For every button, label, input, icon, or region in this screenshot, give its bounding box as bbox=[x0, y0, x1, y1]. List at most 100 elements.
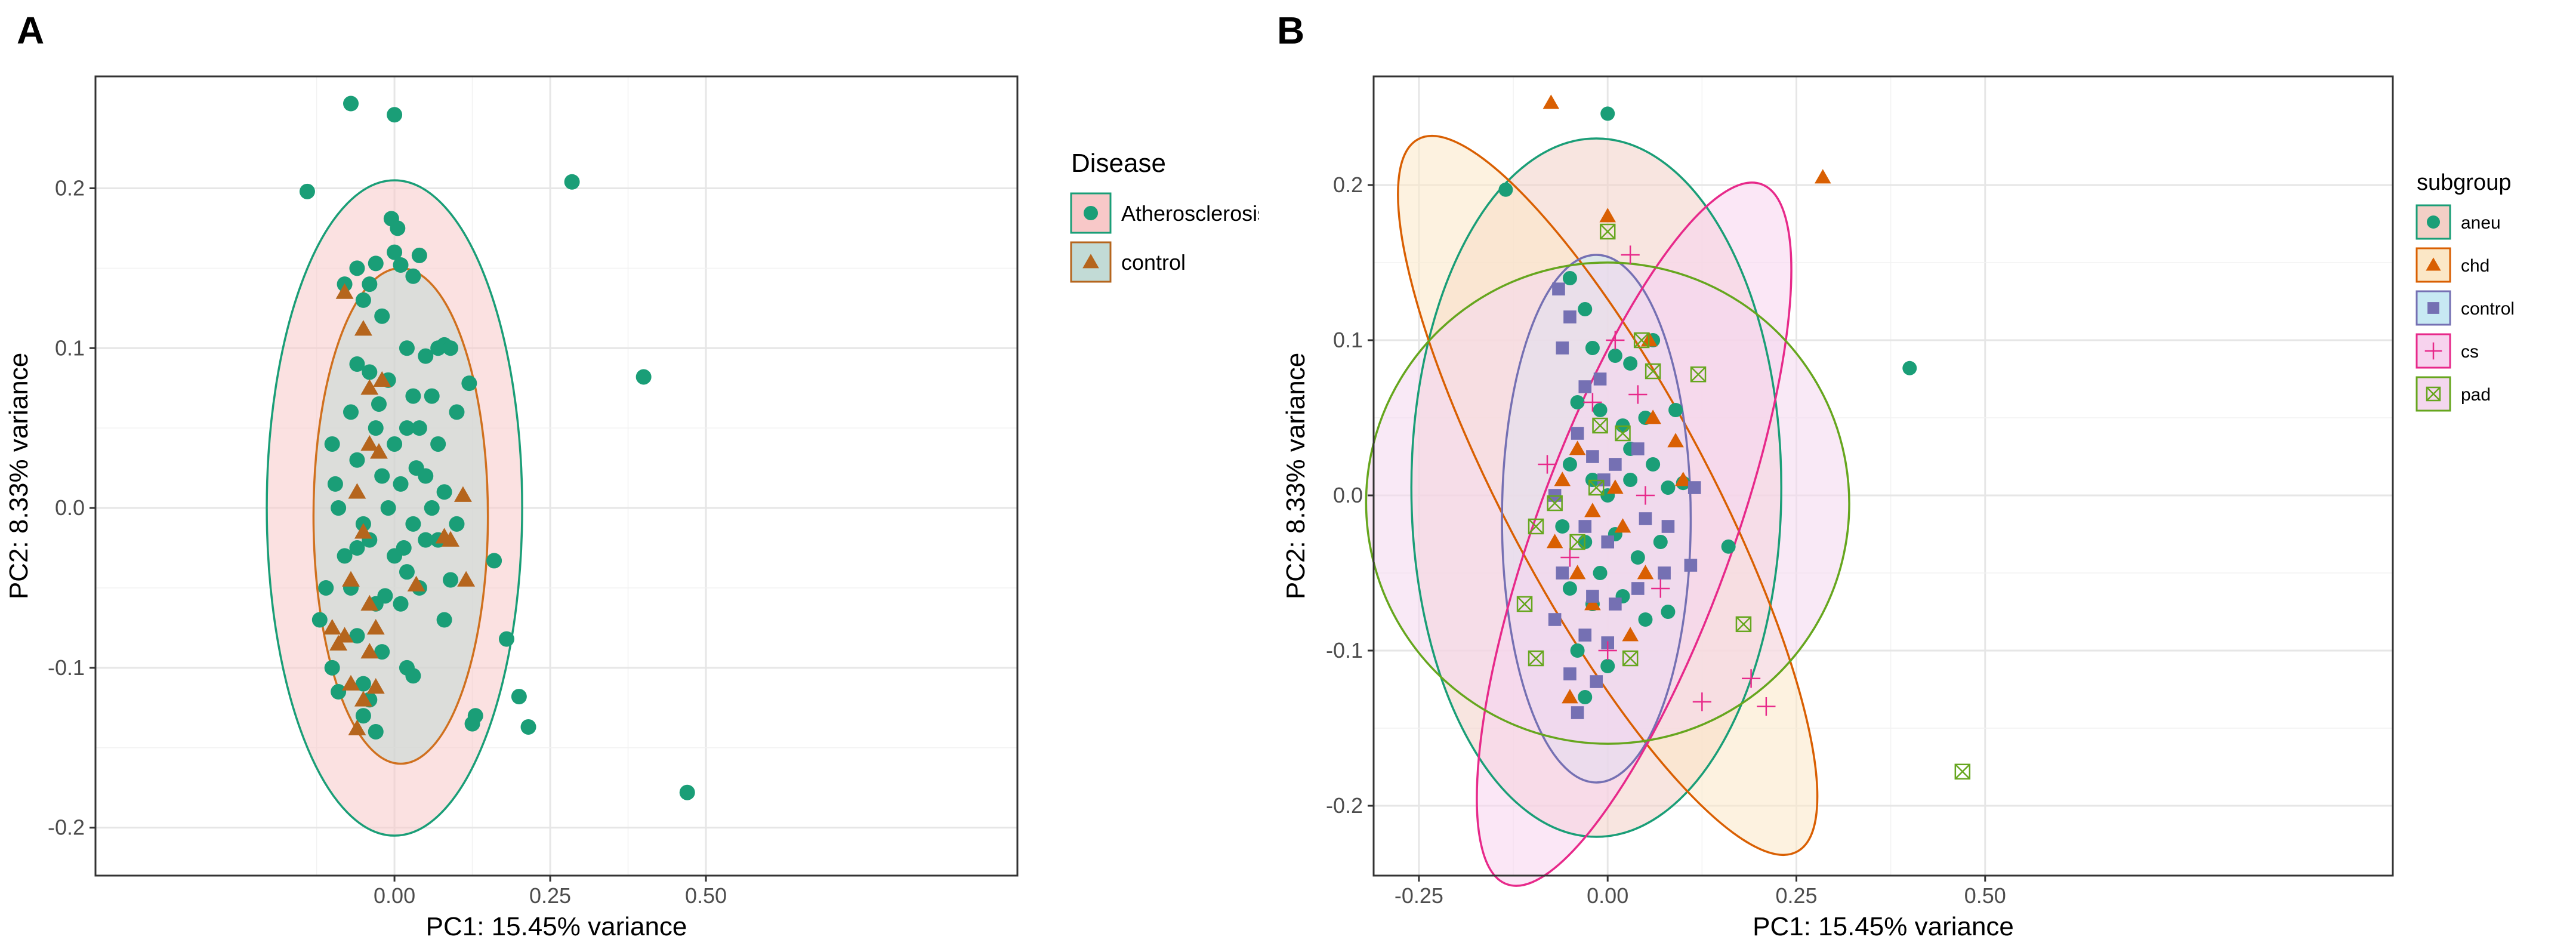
panel-a-point-Atherosclerosis bbox=[511, 689, 527, 705]
panel-a-point-control bbox=[342, 674, 360, 691]
panel-a-legend-label-control: control bbox=[1121, 250, 1186, 275]
panel-b-point-control bbox=[1552, 282, 1565, 295]
panel-b-point-aneu bbox=[1562, 581, 1577, 596]
panel-a-point-Atherosclerosis bbox=[486, 553, 502, 569]
panel-a-point-Atherosclerosis bbox=[349, 540, 365, 556]
panel-b-point-cs bbox=[1560, 548, 1579, 567]
panel-b-point-control bbox=[1563, 310, 1577, 324]
panel-b-chart: -0.25 0.00 0.25 0.50 -0.2 -0.1 0.0 0.1 0.2 PC1: 1… bbox=[1281, 75, 2515, 941]
panel-b-point-control bbox=[1571, 706, 1584, 719]
panel-b-point-chd bbox=[1542, 94, 1560, 109]
panel-a-point-Atherosclerosis bbox=[349, 628, 365, 644]
panel-a-point-Atherosclerosis bbox=[349, 452, 365, 468]
panel-b-point-pad bbox=[1690, 366, 1707, 383]
panel-b-axis-ticks: -0.25 0.00 0.25 0.50 -0.2 -0.1 0.0 0.1 0.2 bbox=[1326, 172, 2006, 908]
panel-b-ellipse-aneu bbox=[1410, 137, 1782, 838]
panel-a-point-Atherosclerosis bbox=[498, 631, 514, 647]
panel-b-point-chd bbox=[1614, 518, 1631, 533]
panel-b-point-aneu bbox=[1630, 550, 1645, 565]
panel-b-point-aneu bbox=[1593, 566, 1608, 580]
panel-b-point-aneu bbox=[1721, 539, 1736, 554]
panel-b-point-chd bbox=[1546, 534, 1563, 549]
panel-b-legend: subgroup aneu chd control cs pad bbox=[2415, 170, 2515, 412]
panel-b-point-pad bbox=[1528, 518, 1544, 535]
panel-a-point-Atherosclerosis bbox=[324, 660, 340, 676]
panel-b-point-aneu bbox=[1623, 473, 1638, 487]
panel-b-point-chd bbox=[1814, 169, 1831, 184]
panel-a-point-control bbox=[335, 283, 354, 299]
panel-a-point-control bbox=[370, 443, 388, 459]
panel-b-legend-label-cs: cs bbox=[2461, 342, 2479, 362]
panel-b-point-cs bbox=[1757, 697, 1776, 716]
panel-b-y-tick-label: -0.1 bbox=[1326, 638, 1363, 663]
panel-a-point-Atherosclerosis bbox=[408, 460, 424, 476]
panel-b-point-control bbox=[1661, 520, 1675, 533]
panel-a-point-Atherosclerosis bbox=[337, 548, 353, 564]
panel-b-point-chd bbox=[1562, 689, 1578, 704]
panel-a-point-Atherosclerosis bbox=[405, 668, 421, 684]
panel-b-point-pad bbox=[1954, 763, 1971, 780]
panel-b-point-aneu bbox=[1661, 480, 1676, 495]
panel-a-legend-key-Atherosclerosis bbox=[1070, 192, 1112, 234]
panel-a-point-control bbox=[454, 486, 472, 502]
panel-b-point-chd bbox=[1645, 409, 1661, 424]
panel-b-point-aneu bbox=[1600, 106, 1615, 121]
panel-a-point-control bbox=[354, 523, 372, 539]
panel-a-point-Atherosclerosis bbox=[411, 420, 427, 436]
panel-a-grid bbox=[95, 76, 1017, 876]
panel-a-point-control bbox=[360, 594, 379, 611]
panel-b-point-cs bbox=[1606, 331, 1625, 350]
panel-a-letter: A bbox=[17, 9, 45, 52]
panel-b-point-control bbox=[1658, 566, 1671, 580]
panel-a-plot-border bbox=[94, 75, 1019, 877]
panel-b-point-pad bbox=[1528, 650, 1544, 667]
panel-b-point-aneu bbox=[1593, 403, 1608, 417]
panel-a-point-control bbox=[435, 528, 454, 544]
panel-a-legend-title: Disease bbox=[1071, 149, 1166, 178]
panel-b-point-pad bbox=[1599, 223, 1616, 240]
panel-b-point-cs bbox=[1628, 385, 1648, 404]
panel-b-legend-key-pad bbox=[2415, 376, 2451, 412]
panel-a-point-Atherosclerosis bbox=[362, 364, 378, 380]
panel-b-ellipse-chd bbox=[1397, 135, 1819, 856]
panel-b-point-control bbox=[1586, 450, 1599, 463]
panel-a-y-tick-label: -0.2 bbox=[48, 815, 85, 840]
panel-a-point-Atherosclerosis bbox=[374, 468, 390, 484]
panel-a-ellipse-Atherosclerosis bbox=[266, 179, 523, 837]
panel-b-legend-title: subgroup bbox=[2417, 170, 2511, 195]
panel-a-point-control bbox=[354, 320, 372, 336]
panel-a-point-Atherosclerosis bbox=[355, 292, 371, 308]
panel-a-point-Atherosclerosis bbox=[377, 588, 393, 604]
panel-b-x-axis-title: PC1: 15.45% variance bbox=[1753, 912, 2014, 941]
panel-a-point-Atherosclerosis bbox=[368, 420, 384, 436]
panel-b-point-chd bbox=[1599, 208, 1616, 223]
panel-a-point-control bbox=[329, 634, 348, 651]
panel-a-point-Atherosclerosis bbox=[327, 476, 343, 492]
panel-b-point-control bbox=[1593, 372, 1607, 386]
panel-a-point-Atherosclerosis bbox=[374, 644, 390, 660]
panel-a-point-Atherosclerosis bbox=[390, 220, 406, 236]
panel-a-point-Atherosclerosis bbox=[411, 247, 427, 263]
panel-b-legend-marker bbox=[2427, 215, 2440, 229]
panel-a-point-Atherosclerosis bbox=[324, 436, 340, 452]
panel-a-point-Atherosclerosis bbox=[424, 388, 440, 404]
panel-a-point-Atherosclerosis bbox=[436, 612, 452, 628]
panel-a-point-control bbox=[348, 483, 366, 499]
panel-b-legend-label-aneu: aneu bbox=[2461, 213, 2501, 233]
panel-a-point-control bbox=[342, 571, 360, 587]
panel-b-point-pad bbox=[1622, 650, 1639, 667]
panel-b-point-aneu bbox=[1661, 605, 1676, 619]
panel-a-legend-label-Atherosclerosis: Atherosclerosis bbox=[1121, 201, 1259, 226]
panel-a-point-Atherosclerosis bbox=[362, 276, 378, 292]
panel-a-point-Atherosclerosis bbox=[467, 708, 483, 724]
panel-b-point-control bbox=[1609, 458, 1622, 471]
panel-a-point-control bbox=[366, 618, 385, 635]
panel-b-point-chd bbox=[1622, 627, 1639, 642]
panel-b-point-aneu bbox=[1608, 349, 1622, 363]
panel-b-ellipse-cs bbox=[1476, 181, 1793, 887]
panel-b-point-aneu bbox=[1555, 519, 1570, 534]
panel-a-point-Atherosclerosis bbox=[349, 356, 365, 372]
panel-a-point-Atherosclerosis bbox=[368, 723, 384, 740]
panel-a-plot-background bbox=[95, 76, 1017, 876]
